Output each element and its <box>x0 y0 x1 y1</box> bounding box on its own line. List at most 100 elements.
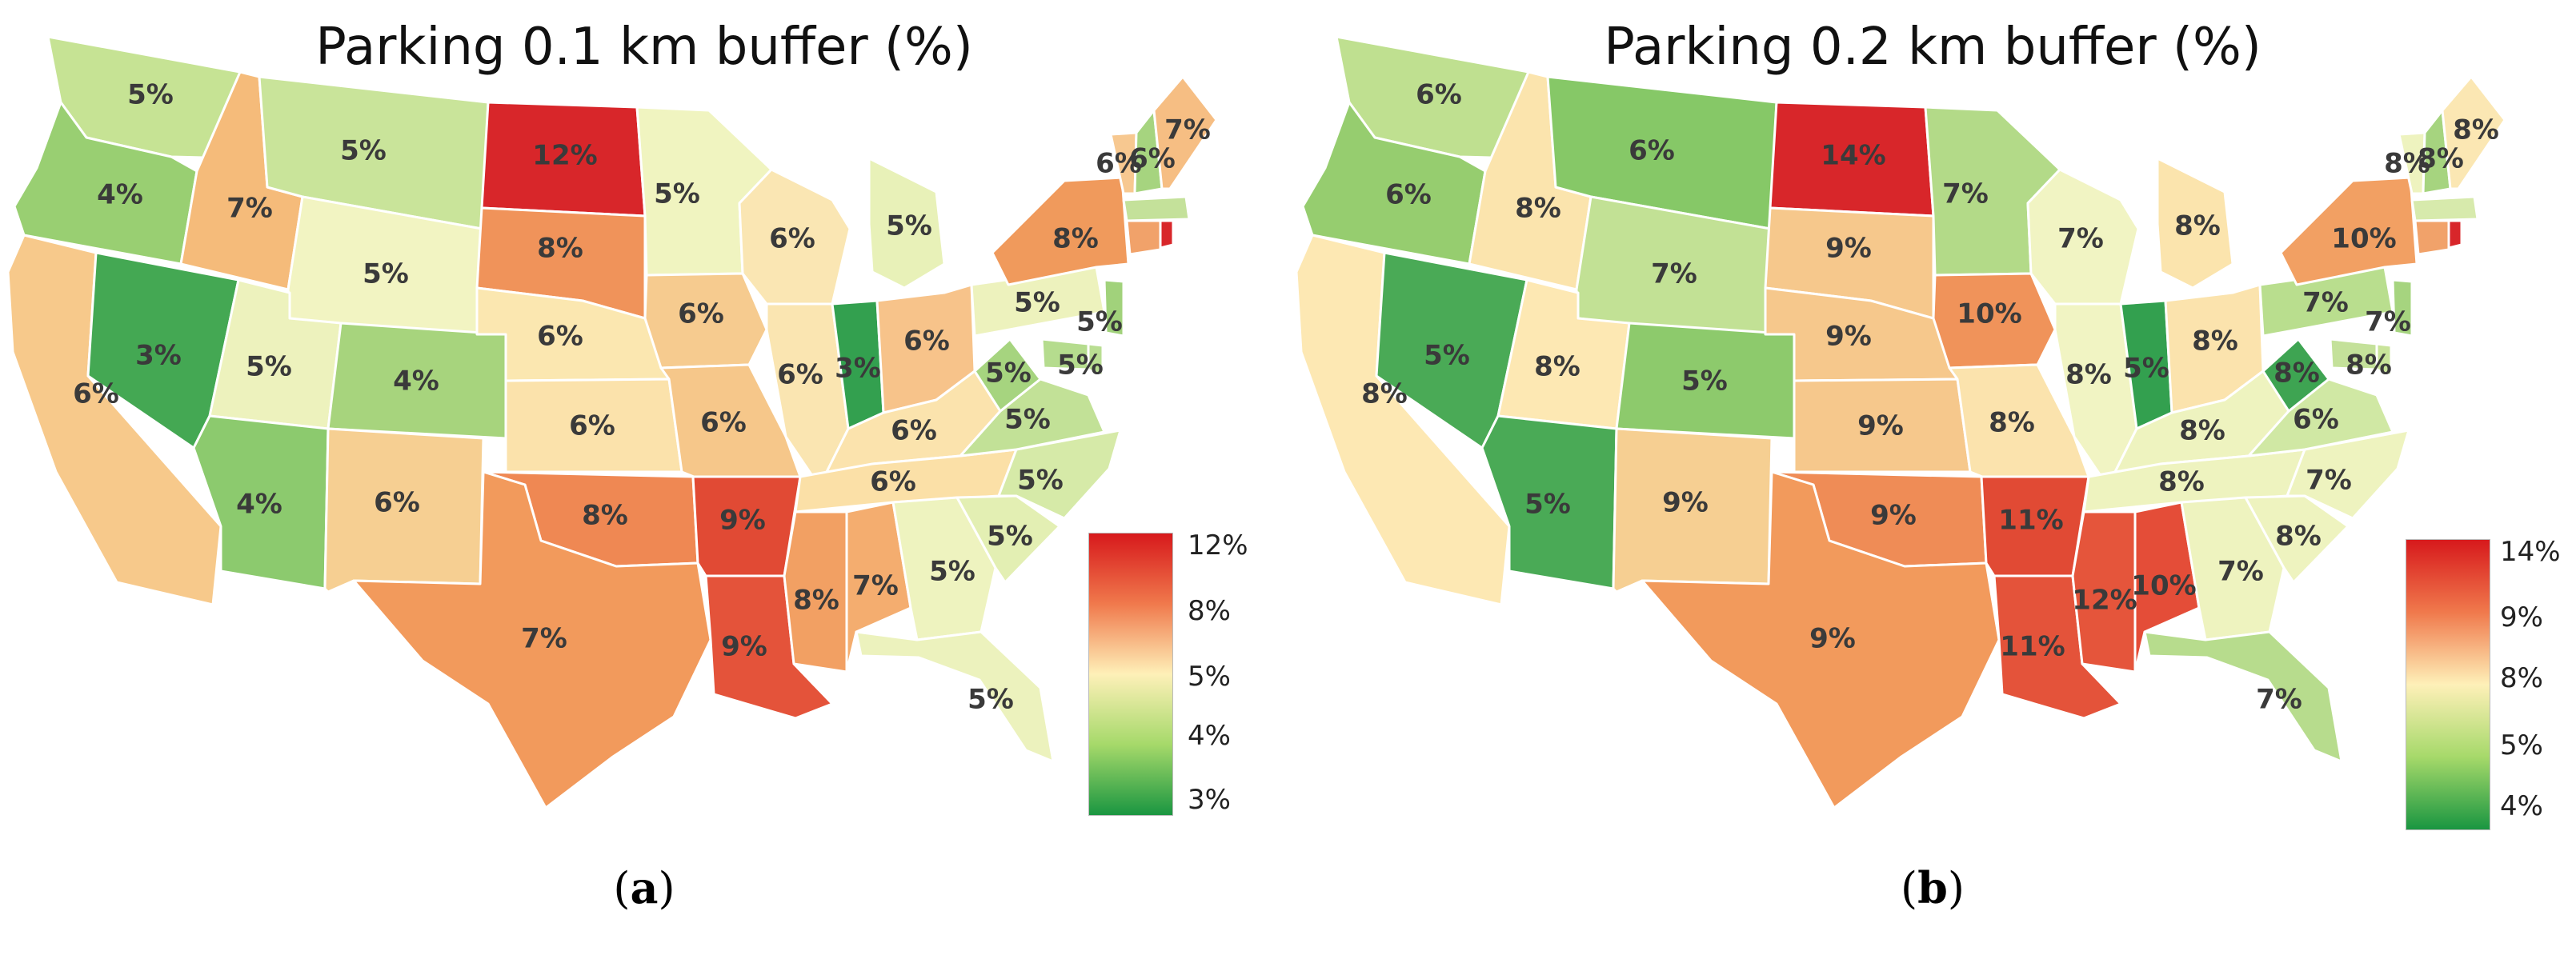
state-value-label: 8% <box>537 233 583 265</box>
state-value-label: 7% <box>521 623 567 655</box>
state-region <box>2133 501 2201 673</box>
caption-letter: b <box>1917 862 1948 913</box>
state-value-label: 3% <box>835 353 881 385</box>
state-value-label: 5% <box>246 351 292 383</box>
state-value-label: 5% <box>1076 306 1123 338</box>
state-region <box>2156 157 2234 290</box>
state-value-label: 7% <box>1942 178 1989 210</box>
legend-tick: 5% <box>2500 729 2543 761</box>
state-value-label: 11% <box>1998 505 2063 537</box>
state-value-label: 10% <box>1957 298 2021 330</box>
state-value-label: 8% <box>1515 193 1561 225</box>
state-value-label: 5% <box>127 79 174 111</box>
state-region <box>738 168 851 306</box>
state-value-label: 8% <box>793 585 839 617</box>
state-value-label: 4% <box>393 366 439 398</box>
state-value-label: 3% <box>135 340 182 372</box>
state-region <box>1159 219 1175 250</box>
state-region <box>1125 219 1162 256</box>
state-value-label: 12% <box>2072 585 2137 617</box>
state-region <box>2441 75 2506 190</box>
state-value-label: 9% <box>721 631 767 663</box>
map-title: Parking 0.2 km buffer (%) <box>1604 18 2262 77</box>
state-region <box>2391 278 2414 338</box>
state-value-label: 8% <box>2453 114 2499 146</box>
state-value-label: 8% <box>2384 148 2430 180</box>
state-region <box>2026 168 2140 306</box>
state-value-label: 7% <box>852 570 899 602</box>
map-panel-b: Parking 0.2 km buffer (%) 6% 6% 8% 5% 8% 6% 7%… <box>1288 0 2576 955</box>
state-value-label: 9% <box>1857 410 1904 442</box>
state-value-label: 5% <box>363 258 409 290</box>
state-region <box>855 630 1055 763</box>
state-value-label: 6% <box>1096 148 1142 180</box>
map-panel-a: Parking 0.1 km buffer (%) 5% 4% 6% 3% 7% 5% 5%… <box>6 18 1248 913</box>
state-value-label: 5% <box>340 135 387 167</box>
state-value-label: 8% <box>2275 521 2322 553</box>
state-value-label: 7% <box>2302 287 2349 319</box>
state-value-label: 8% <box>582 500 628 532</box>
state-region <box>2410 195 2479 222</box>
state-value-label: 5% <box>987 521 1033 553</box>
state-region <box>2447 219 2463 250</box>
state-value-label: 8% <box>2158 466 2205 498</box>
state-region <box>867 157 946 290</box>
state-value-label: 5% <box>886 210 932 242</box>
state-region <box>2262 338 2330 413</box>
state-value-label: 11% <box>2000 631 2065 663</box>
state-region <box>1040 338 1090 371</box>
state-value-label: 6% <box>903 326 950 358</box>
state-value-label: 9% <box>1809 623 1856 655</box>
state-value-label: 8% <box>1534 351 1580 383</box>
state-value-label: 9% <box>1825 233 1872 265</box>
state-value-label: 5% <box>1004 404 1051 436</box>
state-value-label: 5% <box>2123 353 2169 385</box>
state-value-label: 10% <box>2331 223 2396 255</box>
state-region <box>2143 630 2343 763</box>
legend-tick: 4% <box>2500 790 2543 822</box>
state-value-label: 7% <box>1651 258 1697 290</box>
state-value-label: 5% <box>1681 366 1728 398</box>
legend-tick: 12% <box>1188 529 1248 561</box>
state-value-label: 8% <box>2065 359 2112 391</box>
state-value-label: 7% <box>2365 306 2411 338</box>
state-value-label: 5% <box>1017 465 1064 497</box>
caption-letter: a <box>630 862 659 913</box>
state-region <box>2329 338 2378 371</box>
state-value-label: 5% <box>1014 287 1060 319</box>
choropleth-map: 5%4%6%3%7%5%5%5%4%4%6%12%8%6%6%8%7%5%6%6… <box>6 35 1218 809</box>
state-value-label: 9% <box>1825 321 1872 353</box>
state-value-label: 6% <box>1385 179 1432 211</box>
state-value-label: 8% <box>2274 358 2320 390</box>
legend-colorbar <box>1088 533 1173 816</box>
state-region <box>2279 176 2418 286</box>
state-value-label: 8% <box>1361 378 1408 410</box>
state-region <box>1641 470 2001 809</box>
legend-tick: 8% <box>2500 662 2543 694</box>
state-value-label: 5% <box>1424 340 1470 372</box>
state-value-label: 7% <box>1164 114 1211 146</box>
state-value-label: 8% <box>1989 407 2035 439</box>
state-value-label: 8% <box>2192 326 2238 358</box>
state-value-label: 8% <box>2179 415 2225 447</box>
state-value-label: 6% <box>569 410 615 442</box>
state-region <box>783 510 848 673</box>
state-value-label: 8% <box>1052 223 1099 255</box>
state-value-label: 6% <box>374 487 420 519</box>
state-value-label: 7% <box>2057 223 2104 255</box>
state-value-label: 10% <box>2131 570 2196 602</box>
choropleth-map: 6%6%8%5%8%6%7%8%5%5%9%14%9%9%9%9%9%7%10%… <box>1295 35 2506 809</box>
state-value-label: 6% <box>769 223 815 255</box>
state-value-label: 6% <box>1629 135 1675 167</box>
state-region <box>352 470 712 809</box>
state-value-label: 6% <box>678 298 724 330</box>
map-title: Parking 0.1 km buffer (%) <box>315 18 973 77</box>
legend-tick: 8% <box>1188 595 1231 627</box>
state-value-label: 6% <box>891 415 937 447</box>
state-value-label: 6% <box>777 359 823 391</box>
panel-caption: (b) <box>1901 862 1965 913</box>
state-value-label: 7% <box>2306 465 2352 497</box>
state-value-label: 9% <box>1662 487 1709 519</box>
state-value-label: 6% <box>537 321 583 353</box>
state-region <box>1152 75 1218 190</box>
